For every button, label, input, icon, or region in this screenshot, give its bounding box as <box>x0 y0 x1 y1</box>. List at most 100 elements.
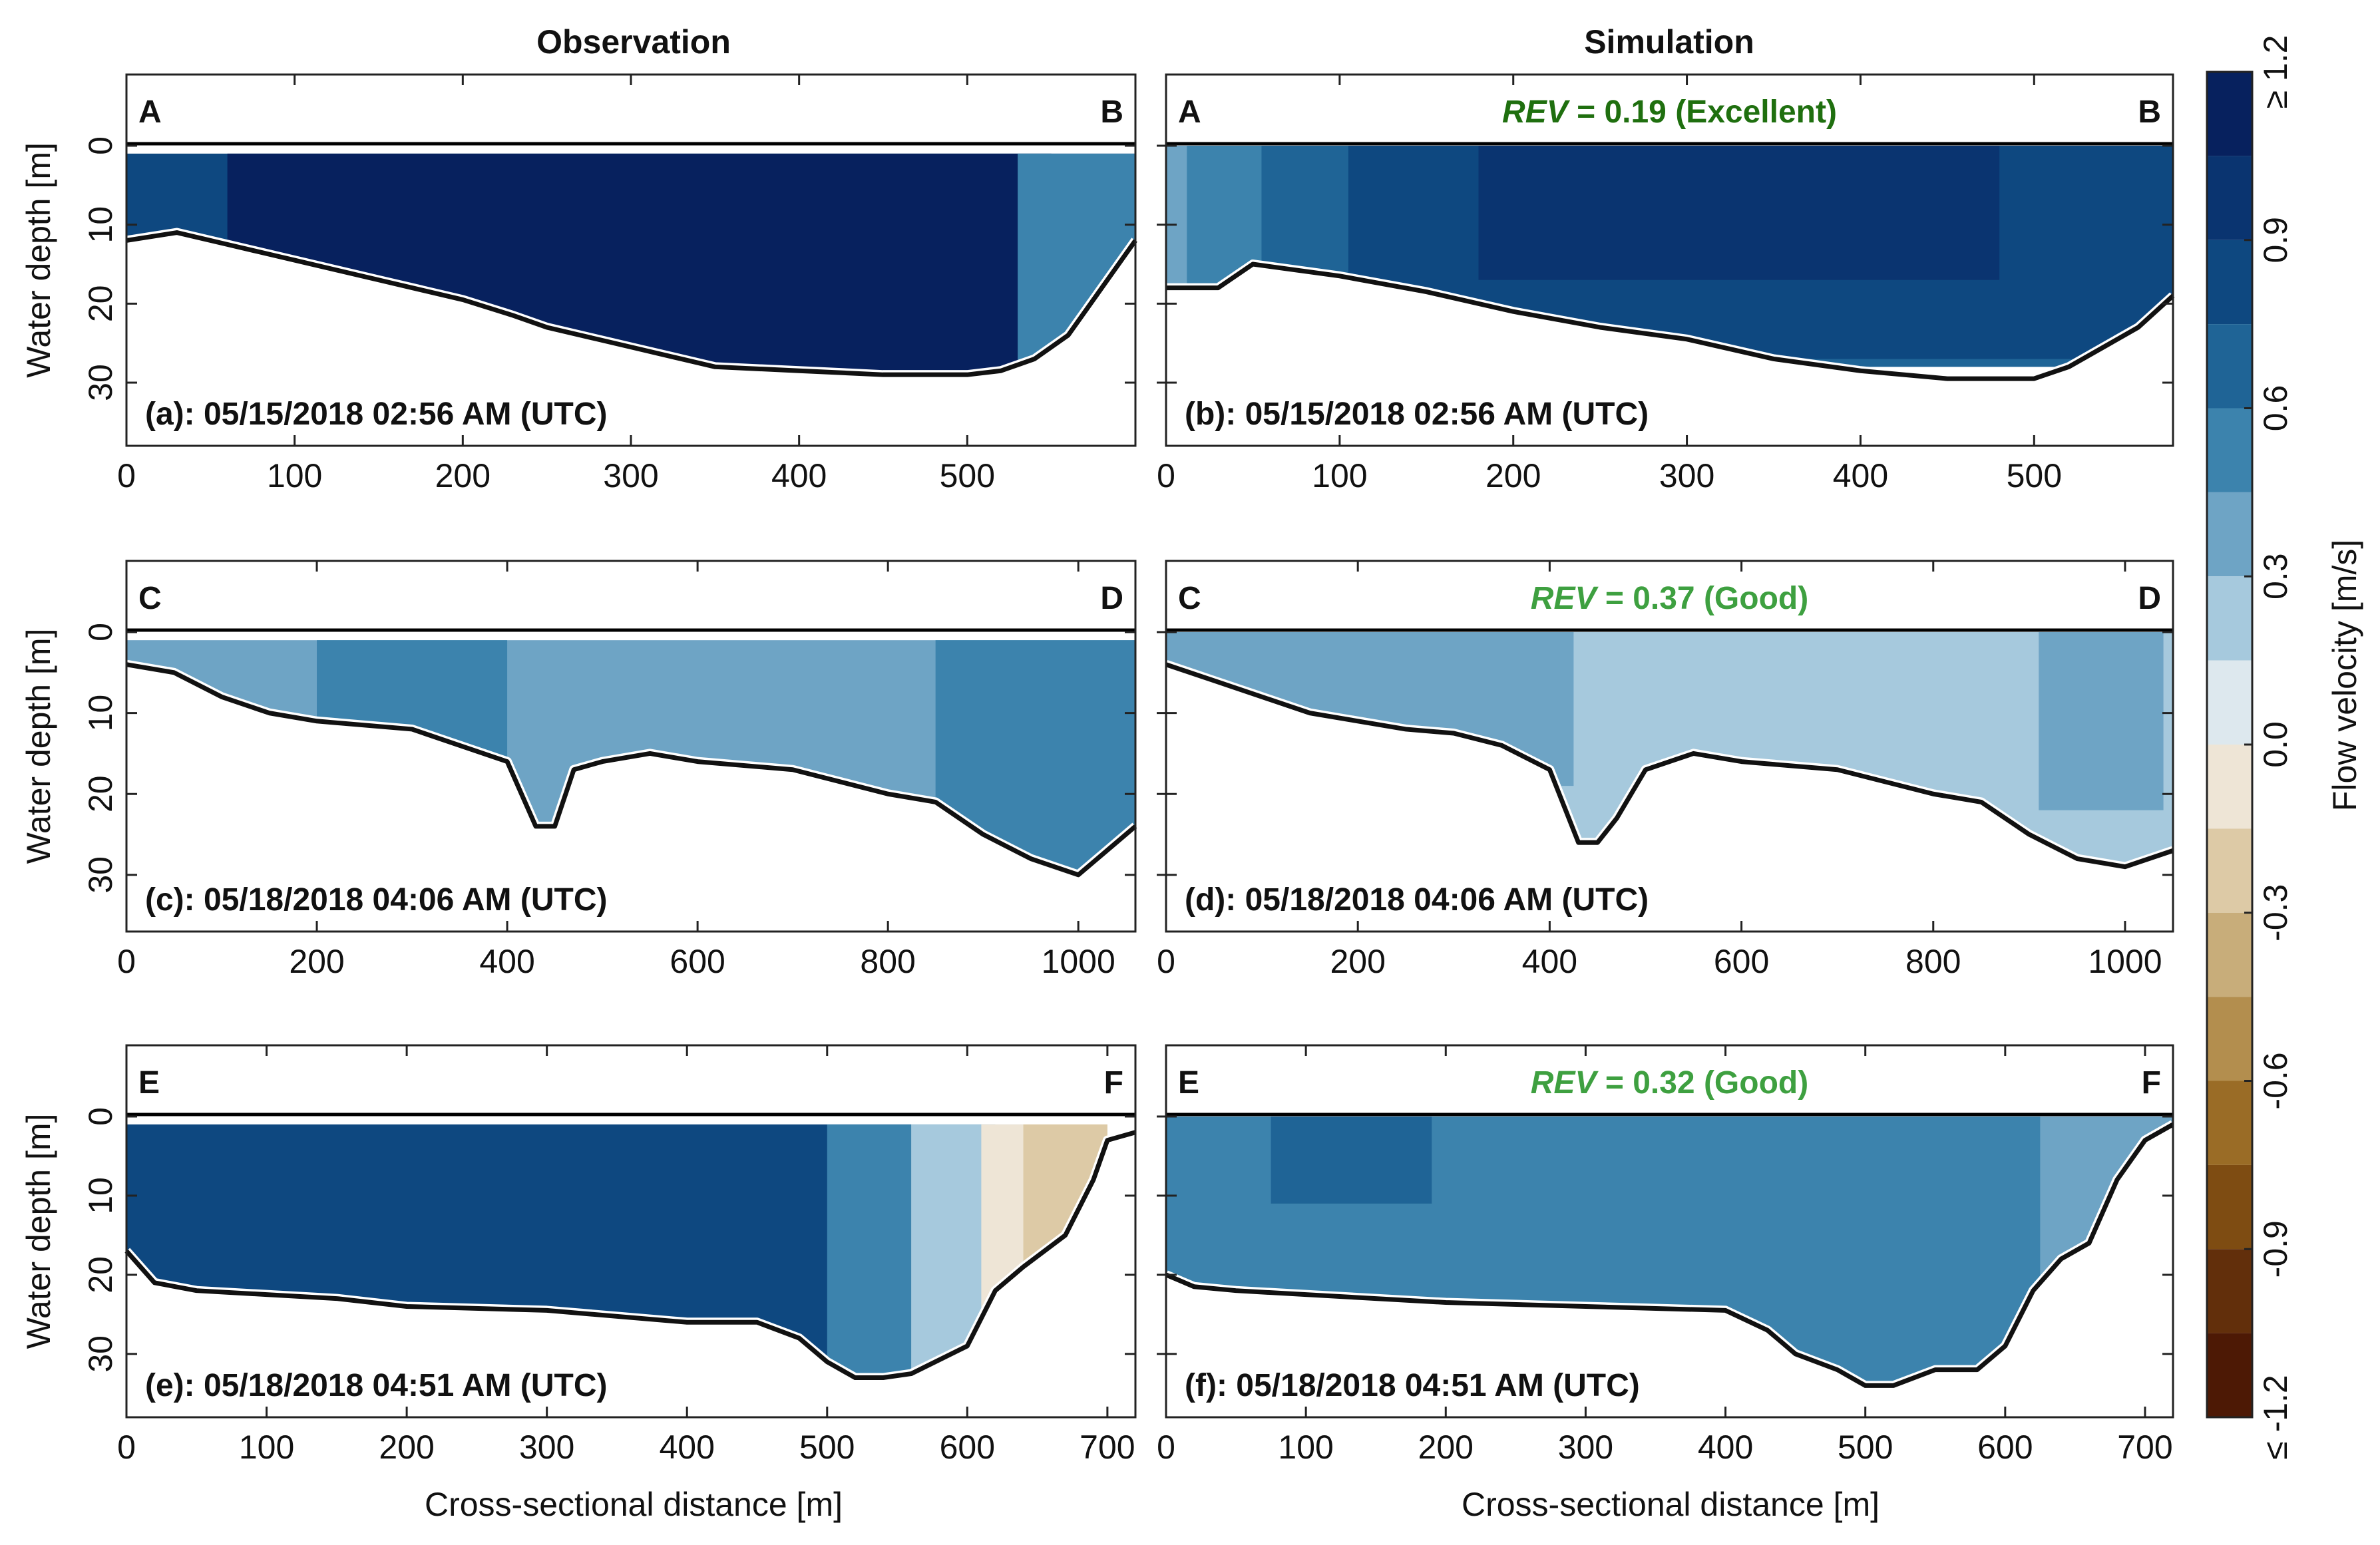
section-end-d: D <box>2138 581 2161 616</box>
x-tick-label-f: 300 <box>1558 1429 1613 1466</box>
x-tick-label-b: 300 <box>1659 457 1714 494</box>
colorbar-swatch-0 <box>2207 72 2252 156</box>
plot-frame-f <box>1165 1044 2174 1419</box>
panel-d-fill <box>1166 632 2173 867</box>
panel-b: 0 100 200 300 400 500 A B REV = 0.19 (Excellent)… <box>1157 73 2176 494</box>
x-tick-label-f: 600 <box>1977 1429 2033 1466</box>
section-start-a: A <box>138 94 162 130</box>
x-tick-label-c: 0 <box>117 943 136 980</box>
plot-frame-d <box>1165 560 2174 933</box>
x-tick-label-e: 200 <box>379 1429 434 1466</box>
x-tick-label-d: 0 <box>1157 943 1175 980</box>
colorbar-tick-label: 0.6 <box>2257 385 2294 432</box>
x-tick-label-d: 200 <box>1330 943 1385 980</box>
colorbar-swatch-9 <box>2207 828 2252 913</box>
riverbed-line-b <box>1166 261 2175 381</box>
x-tick-label-e: 400 <box>660 1429 715 1466</box>
colorbar-swatch-7 <box>2207 660 2252 745</box>
panel-a: 0 100 200 300 400 500 0 10 20 30 Water depth [m] A B… <box>20 73 1139 494</box>
x-tick-label-a: 500 <box>940 457 995 494</box>
y-tick-label-e: 30 <box>82 1335 119 1373</box>
colorbar-swatch-1 <box>2207 156 2252 240</box>
x-tick-label-a: 400 <box>771 457 827 494</box>
plot-frame-e <box>125 1044 1137 1419</box>
y-tick-label-a: 20 <box>82 285 119 323</box>
y-axis-label-e: Water depth [m] <box>20 1114 57 1349</box>
col-title-simulation: Simulation <box>1584 23 1754 61</box>
velocity-contour-d-2 <box>2039 632 2164 810</box>
colorbar-swatch-10 <box>2207 912 2252 997</box>
x-tick-label-a: 100 <box>267 457 322 494</box>
x-tick-label-f: 500 <box>1838 1429 1893 1466</box>
xlabel-simulation: Cross-sectional distance [m] <box>1462 1486 1880 1523</box>
colorbar-tick-label: -0.3 <box>2257 884 2294 942</box>
x-tick-label-d: 800 <box>1905 943 1961 980</box>
x-tick-label-c: 400 <box>479 943 534 980</box>
colorbar-tick-label: ≤ -1.2 <box>2257 1375 2294 1460</box>
colorbar-swatch-13 <box>2207 1164 2252 1250</box>
x-tick-label-c: 1000 <box>1042 943 1115 980</box>
riverbed-line-f <box>1165 1122 2174 1388</box>
panel-label-c: (c): 05/18/2018 04:06 AM (UTC) <box>145 882 607 918</box>
riverbed-line-d <box>1165 662 2174 870</box>
riverbed-line-e <box>124 1130 1136 1381</box>
plot-frame-c <box>125 560 1137 933</box>
colorbar-swatch-5 <box>2207 492 2252 577</box>
x-tick-label-a: 300 <box>603 457 658 494</box>
x-tick-label-c: 600 <box>670 943 725 980</box>
x-tick-label-e: 100 <box>239 1429 294 1466</box>
panel-label-a: (a): 05/15/2018 02:56 AM (UTC) <box>145 397 607 432</box>
colorbar-tick-label: 0.3 <box>2257 553 2294 600</box>
x-tick-label-c: 200 <box>289 943 344 980</box>
x-tick-label-a: 200 <box>435 457 491 494</box>
colorbar: ≥ 1.2 0.9 0.6 0.3 0.0 -0.3 -0.6 -0.9 ≤ -1.2 <box>2206 35 2294 1460</box>
section-end-c: D <box>1100 581 1123 616</box>
colorbar-swatch-8 <box>2207 745 2252 829</box>
colorbar-swatch-4 <box>2207 408 2252 492</box>
colorbar-swatch-2 <box>2207 240 2252 325</box>
velocity-zone-a-2 <box>1018 153 1135 375</box>
x-tick-label-e: 0 <box>117 1429 136 1466</box>
section-start-b: A <box>1178 94 1201 130</box>
section-start-d: C <box>1178 581 1201 616</box>
y-axis-label-a: Water depth [m] <box>20 142 57 378</box>
colorbar-swatch-12 <box>2207 1081 2252 1165</box>
riverbed-line-c <box>126 662 1137 878</box>
x-tick-label-b: 200 <box>1486 457 1541 494</box>
section-start-f: E <box>1178 1065 1199 1101</box>
colorbar-swatch-11 <box>2207 997 2252 1081</box>
x-tick-label-e: 500 <box>799 1429 855 1466</box>
panel-d: 0 200 400 600 800 1000 C D REV = 0.37 (Good) (d):… <box>1157 560 2175 980</box>
section-end-f: F <box>2142 1065 2161 1101</box>
velocity-zone-c-2 <box>935 640 1135 875</box>
colorbar-tick-label: -0.9 <box>2257 1220 2294 1278</box>
y-tick-label-c: 0 <box>82 623 119 641</box>
colorbar-swatch-14 <box>2207 1249 2252 1333</box>
panel-label-e: (e): 05/18/2018 04:51 AM (UTC) <box>145 1368 607 1403</box>
colorbar-swatch-3 <box>2207 324 2252 409</box>
x-tick-label-b: 400 <box>1833 457 1888 494</box>
x-tick-label-d: 600 <box>1714 943 1769 980</box>
section-end-a: B <box>1100 94 1123 130</box>
x-tick-label-d: 1000 <box>2088 943 2162 980</box>
x-tick-label-d: 400 <box>1522 943 1577 980</box>
x-tick-label-f: 0 <box>1157 1429 1175 1466</box>
plot-frame-b <box>1165 73 2174 447</box>
colorbar-tick-label: -0.6 <box>2257 1052 2294 1109</box>
y-tick-label-e: 10 <box>82 1177 119 1214</box>
rev-score-f: REV = 0.32 (Good) <box>1531 1065 1808 1101</box>
velocity-contour-b-4 <box>1478 146 2000 280</box>
rev-score-d: REV = 0.37 (Good) <box>1531 581 1808 616</box>
x-tick-label-f: 100 <box>1278 1429 1333 1466</box>
velocity-contour-d-1 <box>1166 632 1574 786</box>
x-tick-label-a: 0 <box>117 457 136 494</box>
velocity-contour-f-4 <box>1271 1116 1432 1204</box>
y-tick-label-c: 30 <box>82 856 119 894</box>
section-end-e: F <box>1104 1065 1123 1101</box>
x-tick-label-e: 300 <box>519 1429 574 1466</box>
y-tick-label-c: 10 <box>82 695 119 732</box>
y-tick-label-a: 10 <box>82 206 119 244</box>
rev-score-b: REV = 0.19 (Excellent) <box>1502 94 1837 130</box>
